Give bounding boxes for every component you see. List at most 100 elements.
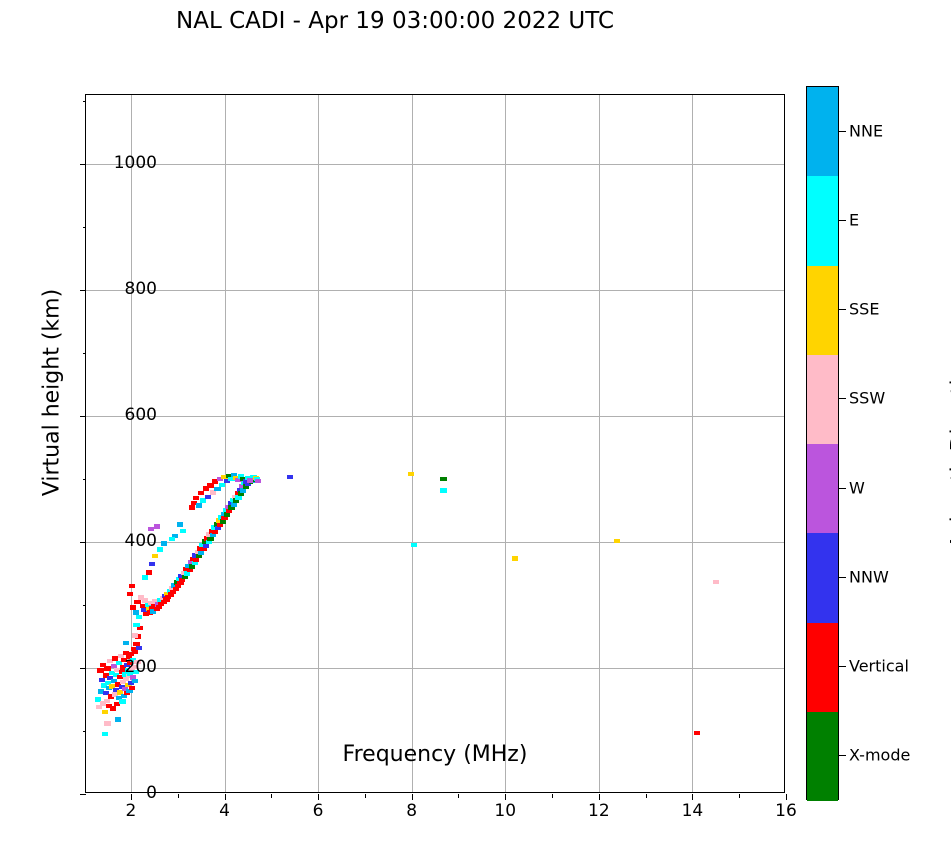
ionogram-echo-point	[97, 689, 104, 694]
ionogram-echo-point	[135, 634, 142, 639]
ionogram-echo-point	[410, 543, 418, 548]
ionogram-echo-point	[145, 606, 152, 612]
ionogram-echo-point	[120, 679, 127, 685]
ionogram-echo-point	[694, 730, 701, 736]
ionogram-echo-point	[128, 651, 135, 657]
ionogram-echo-point	[207, 483, 214, 488]
colorbar-segment-sse[interactable]	[807, 265, 838, 355]
ionogram-echo-point	[169, 589, 177, 595]
y-axis-tick-label: 200	[124, 657, 157, 678]
ionogram-echo-point	[169, 585, 176, 591]
x-axis-tick-label: 12	[588, 801, 610, 821]
ionogram-echo-point	[227, 501, 234, 506]
ionogram-echo-point	[134, 599, 141, 605]
ionogram-echo-point	[102, 673, 109, 678]
ionogram-echo-point	[177, 522, 184, 527]
x-axis-minor-tick	[739, 794, 741, 798]
colorbar-segment-vertical[interactable]	[807, 622, 838, 712]
colorbar-segment-x-mode[interactable]	[807, 711, 838, 801]
ionogram-echo-point	[200, 498, 207, 503]
ionogram-echo-point	[109, 706, 116, 711]
ionogram-echo-point	[407, 471, 414, 477]
ionogram-echo-point	[511, 556, 518, 561]
colorbar-segment-e[interactable]	[807, 176, 838, 266]
ionogram-echo-point	[191, 560, 198, 566]
x-gridline	[692, 95, 694, 792]
y-gridline	[86, 668, 784, 670]
ionogram-echo-point	[127, 680, 134, 686]
ionogram-echo-point	[98, 677, 105, 683]
ionogram-echo-point	[171, 583, 178, 588]
colorbar-label-x-mode: X-mode	[849, 745, 911, 765]
x-axis-minor-tick	[645, 794, 647, 798]
ionogram-echo-point	[212, 529, 219, 535]
plot-area[interactable]: 2 4 6 8 10 12 14 16	[80, 94, 797, 821]
x-gridline	[505, 95, 507, 792]
ionogram-echo-point	[124, 668, 131, 673]
ionogram-echo-point	[117, 690, 124, 695]
ionogram-echo-point	[218, 515, 225, 520]
ionogram-echo-point	[141, 598, 148, 603]
ionogram-echo-point	[169, 536, 176, 542]
ionogram-echo-point	[194, 549, 201, 555]
ionogram-echo-point	[108, 670, 115, 676]
ionogram-echo-point	[152, 599, 159, 604]
ionogram-echo-point	[148, 561, 155, 567]
ionogram-echo-point	[147, 526, 154, 532]
ionogram-echo-point	[244, 475, 251, 481]
x-axis-minor-tick	[271, 794, 273, 798]
ionogram-echo-point	[192, 553, 199, 558]
ionogram-echo-point	[160, 599, 167, 605]
ionogram-echo-point	[119, 665, 126, 670]
colorbar[interactable]	[806, 86, 839, 801]
x-axis-tick	[598, 794, 600, 800]
ionogram-echo-point	[215, 518, 222, 523]
ionogram-echo-point	[133, 641, 140, 647]
ionogram-echo-point	[126, 660, 134, 665]
ionogram-echo-point	[130, 605, 137, 610]
ionogram-echo-point	[225, 504, 232, 510]
ionogram-echo-point	[234, 490, 241, 496]
x-axis-tick-label: 14	[681, 801, 704, 821]
ionogram-echo-point	[155, 602, 162, 607]
x-gridline	[224, 95, 226, 792]
y-axis-tick	[80, 164, 86, 166]
ionogram-echo-point	[119, 699, 126, 704]
ionogram-echo-point	[185, 563, 192, 569]
ionogram-echo-point	[255, 478, 262, 484]
colorbar-segment-ssw[interactable]	[807, 354, 838, 444]
ionogram-echo-point	[126, 688, 133, 693]
ionogram-echo-point	[115, 696, 122, 701]
y-axis-tick-label: 1000	[113, 153, 157, 174]
ionogram-echo-point	[108, 694, 115, 699]
colorbar-segment-w[interactable]	[807, 444, 838, 534]
colorbar-label-e: E	[849, 210, 860, 230]
ionogram-echo-point	[117, 653, 124, 659]
x-axis-tick	[692, 794, 694, 800]
y-axis-tick-label: 800	[124, 279, 157, 300]
ionogram-echo-point	[111, 692, 118, 697]
ionogram-echo-point	[162, 594, 169, 599]
ionogram-echo-point	[129, 657, 136, 663]
ionogram-echo-point	[179, 577, 186, 583]
colorbar-segment-nne[interactable]	[807, 87, 838, 177]
ionogram-echo-point	[99, 701, 106, 706]
ionogram-echo-point	[110, 663, 117, 669]
ionogram-echo-point	[118, 684, 126, 690]
ionogram-echo-point	[114, 717, 121, 722]
colorbar-tick	[839, 130, 846, 132]
ionogram-echo-point	[712, 579, 719, 584]
ionogram-echo-point	[214, 487, 221, 492]
colorbar-segment-nnw[interactable]	[807, 533, 838, 623]
ionogram-echo-point	[111, 679, 118, 684]
ionogram-echo-point	[216, 476, 223, 482]
ionogram-echo-point	[123, 662, 130, 668]
x-axis-tick-label: 6	[312, 801, 324, 821]
ionogram-echo-point	[123, 676, 130, 681]
ionogram-echo-point	[286, 475, 294, 480]
ionogram-echo-point	[240, 476, 247, 482]
ionogram-echo-point	[210, 532, 217, 538]
ionogram-echo-point	[143, 611, 150, 617]
ionogram-echo-point	[230, 502, 237, 507]
ionogram-echo-point	[144, 602, 151, 608]
